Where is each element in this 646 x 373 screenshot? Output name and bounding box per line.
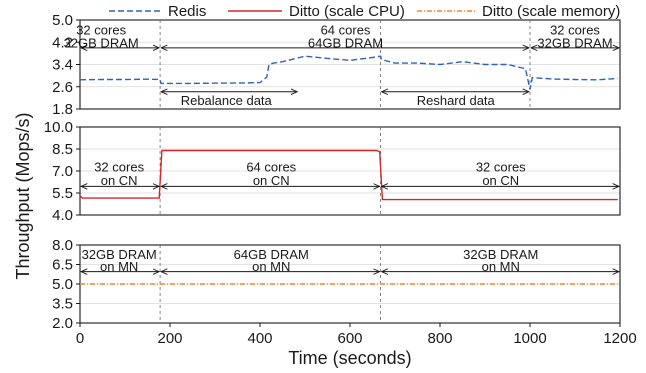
- legend: Redis Ditto (scale CPU) Ditto (scale mem…: [109, 3, 620, 20]
- x-tick-label: 1200: [603, 330, 636, 347]
- plot-frame: [79, 126, 621, 216]
- x-tick-label: 800: [427, 330, 452, 347]
- x-tick-label: 200: [157, 330, 182, 347]
- annotation-label: 32 cores: [550, 23, 600, 38]
- y-tick-label: 7.0: [52, 163, 73, 180]
- legend-item-ditto-memory: Ditto (scale memory): [417, 3, 620, 20]
- y-tick-label: 2.6: [52, 79, 73, 96]
- annotation-label: on MN: [482, 259, 520, 274]
- annotation-label: on CN: [253, 173, 290, 188]
- y-tick-label: 6.5: [52, 257, 73, 274]
- y-tick-label: 8.5: [52, 141, 73, 158]
- y-tick-label: 10.0: [44, 119, 73, 136]
- annotation-label: 64 cores: [246, 160, 296, 175]
- annotation-label: 32 cores: [94, 160, 144, 175]
- annotation-label: 32 cores: [476, 160, 526, 175]
- x-tick-label: 0: [76, 330, 84, 347]
- annotation-label: 32GB DRAM: [82, 247, 157, 262]
- legend-label-redis: Redis: [168, 3, 206, 20]
- annotation-label: Rebalance data: [181, 93, 273, 108]
- legend-item-ditto-cpu: Ditto (scale CPU): [228, 3, 405, 20]
- y-tick-label: 4.0: [52, 207, 73, 224]
- legend-label-ditto-memory: Ditto (scale memory): [482, 3, 620, 20]
- annotation-label: 64 cores: [321, 23, 371, 38]
- annotation-label: on CN: [482, 173, 519, 188]
- annotation-label: on MN: [252, 259, 290, 274]
- x-axis: 0 200 400 600 800 1000 1200: [76, 323, 637, 347]
- y-tick-label: 1.8: [52, 101, 73, 118]
- y-tick-label: 3.4: [52, 57, 73, 74]
- y-tick-label: 2.0: [52, 315, 73, 332]
- y-tick-label: 8.0: [52, 237, 73, 254]
- y-tick-label: 3.5: [52, 296, 73, 313]
- annotation-label: on MN: [100, 259, 138, 274]
- series-line-cpu: [79, 149, 618, 201]
- legend-item-redis: Redis: [109, 3, 206, 20]
- annotation-label: 32GB DRAM: [64, 35, 139, 50]
- x-tick-label: 400: [247, 330, 272, 347]
- legend-label-ditto-cpu: Ditto (scale CPU): [289, 3, 405, 20]
- x-tick-label: 600: [337, 330, 362, 347]
- y-tick-label: 5.5: [52, 185, 73, 202]
- annotation-label: 32GB DRAM: [537, 35, 612, 50]
- annotation-label: on CN: [101, 173, 138, 188]
- x-axis-title: Time (seconds): [288, 348, 411, 368]
- y-tick-label: 5.0: [52, 12, 73, 29]
- y-tick-label: 5.0: [52, 276, 73, 293]
- annotation-label: 32GB DRAM: [463, 247, 538, 262]
- y-tick-label: 4.2: [52, 34, 73, 51]
- annotation-label: 64GB DRAM: [234, 247, 309, 262]
- annotation-label: Reshard data: [417, 93, 496, 108]
- annotation-label: 64GB DRAM: [308, 35, 383, 50]
- x-tick-label: 1000: [513, 330, 546, 347]
- annotation-label: 32 cores: [76, 23, 126, 38]
- y-axis-title: Throughput (Mops/s): [13, 112, 33, 279]
- series-line-redis: [79, 55, 618, 90]
- plot-frame: [79, 19, 621, 110]
